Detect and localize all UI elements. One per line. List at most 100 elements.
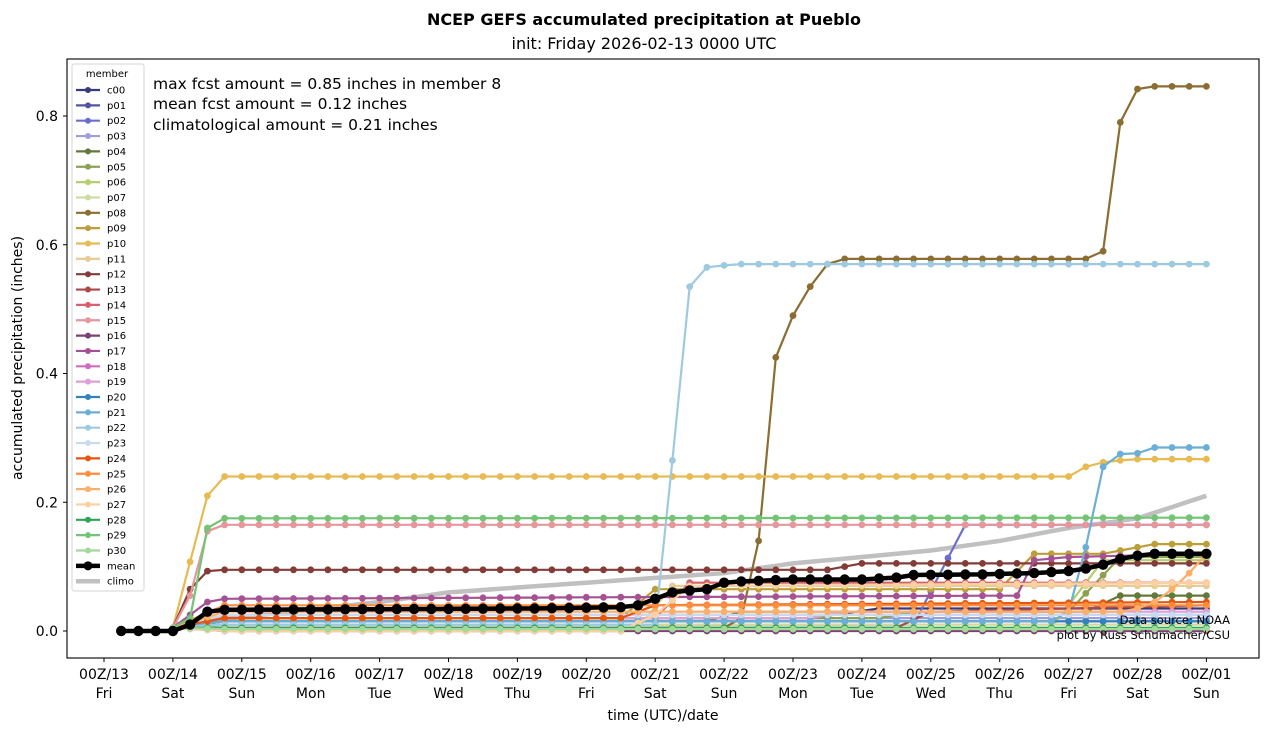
x-tick-label: 00Z/24	[837, 667, 887, 683]
mean-point	[546, 603, 558, 614]
member-p12-point	[221, 566, 229, 574]
member-p29-point	[393, 514, 401, 522]
member-p21-point	[1082, 543, 1090, 551]
member-p26-point	[858, 608, 866, 616]
x-tick-day-label: Fri	[96, 686, 113, 702]
member-p15-point	[462, 521, 470, 529]
member-p12-point	[1185, 560, 1193, 567]
member-p10-point	[376, 473, 383, 480]
legend-entry-p27: p27	[76, 500, 126, 511]
member-p21-point	[944, 617, 952, 625]
member-p30-point	[651, 625, 659, 633]
legend-title: member	[86, 69, 129, 80]
x-tick-day-label: Mon	[778, 686, 808, 702]
member-p08-point	[1099, 247, 1107, 255]
member-p15-point	[961, 521, 969, 529]
member-p29-point	[806, 514, 814, 522]
member-p15-point	[255, 521, 263, 529]
member-p25-point	[841, 601, 849, 609]
member-p21-point	[686, 617, 694, 625]
legend-label: c00	[107, 86, 125, 97]
member-p29-point	[514, 514, 521, 522]
member-p15-point	[376, 521, 383, 529]
member-p25-point	[1203, 601, 1210, 609]
member-p30-point	[1203, 625, 1210, 633]
member-p15-point	[1048, 521, 1055, 529]
member-p15-point	[479, 521, 487, 529]
member-p20-point	[1151, 617, 1159, 625]
member-p30-point	[1185, 625, 1193, 633]
member-p10-point	[186, 558, 194, 566]
member-p08-point	[1151, 83, 1159, 90]
member-p10-point	[1134, 455, 1141, 463]
member-p10-point	[893, 473, 900, 480]
legend-marker	[85, 363, 91, 370]
member-p27-point	[1168, 579, 1176, 587]
member-p26-point	[669, 608, 676, 616]
member-p30-point	[1030, 625, 1038, 633]
member-p12-point	[600, 566, 607, 574]
mean-point	[632, 600, 644, 611]
member-p22-point	[1134, 260, 1141, 268]
member-p15-point	[341, 521, 349, 529]
member-p15-point	[703, 521, 711, 529]
member-p12-point	[686, 566, 694, 574]
member-p22-point	[806, 260, 814, 268]
mean-point	[271, 604, 282, 615]
mean-point	[787, 574, 799, 585]
member-p17-point	[617, 593, 625, 601]
member-p15-point	[634, 521, 642, 529]
y-tick-label: 0.2	[36, 495, 58, 511]
member-p10-point	[910, 473, 917, 480]
member-p25-point	[858, 601, 866, 609]
member-p26-point	[1185, 569, 1193, 577]
mean-point	[374, 604, 385, 615]
member-p30-point	[1134, 625, 1141, 633]
member-p10-point	[1168, 455, 1176, 463]
member-p21-point	[1099, 463, 1107, 471]
member-p24-point	[514, 614, 521, 622]
legend-marker	[85, 455, 91, 462]
member-p29-point	[1185, 514, 1193, 522]
member-p12-point	[479, 566, 487, 574]
member-p10-point	[996, 473, 1004, 480]
member-p15-point	[1203, 521, 1210, 529]
member-p26-point	[1116, 608, 1124, 616]
member-p21-point	[1048, 617, 1055, 625]
member-p17-point	[307, 595, 315, 602]
mean-point	[1201, 548, 1212, 559]
legend-entry-p22: p22	[76, 423, 126, 434]
mean-point	[701, 584, 713, 595]
member-p27-point	[893, 581, 900, 588]
legend-marker	[85, 409, 91, 416]
member-p15-point	[1168, 521, 1176, 529]
series-layer	[116, 83, 1212, 637]
mean-point	[1046, 566, 1057, 578]
member-p08-point	[1030, 255, 1038, 263]
member-p10-point	[1203, 455, 1210, 463]
member-p30-point	[238, 625, 246, 633]
member-p21-point	[841, 617, 849, 625]
member-p15-point	[893, 521, 900, 529]
member-p29-point	[824, 514, 831, 522]
member-p15-point	[910, 521, 917, 529]
member-p30-point	[875, 625, 883, 633]
mean-point	[1132, 550, 1143, 561]
member-p26-point	[979, 608, 986, 616]
member-p09-point	[1134, 543, 1141, 551]
legend-marker	[85, 332, 91, 339]
x-tick-day-label: Fri	[1060, 686, 1077, 702]
member-p25-point	[686, 601, 694, 609]
member-p25-point	[806, 601, 814, 609]
member-p24-point	[462, 614, 470, 622]
member-p15-point	[582, 521, 590, 529]
member-p29-point	[238, 514, 246, 522]
mean-point	[512, 603, 523, 614]
member-p15-point	[1185, 521, 1193, 529]
member-p30-point	[1116, 625, 1124, 633]
mean-point	[357, 604, 368, 615]
member-p25-point	[961, 601, 969, 609]
member-p30-point	[324, 625, 332, 633]
member-p24-point	[341, 614, 349, 622]
